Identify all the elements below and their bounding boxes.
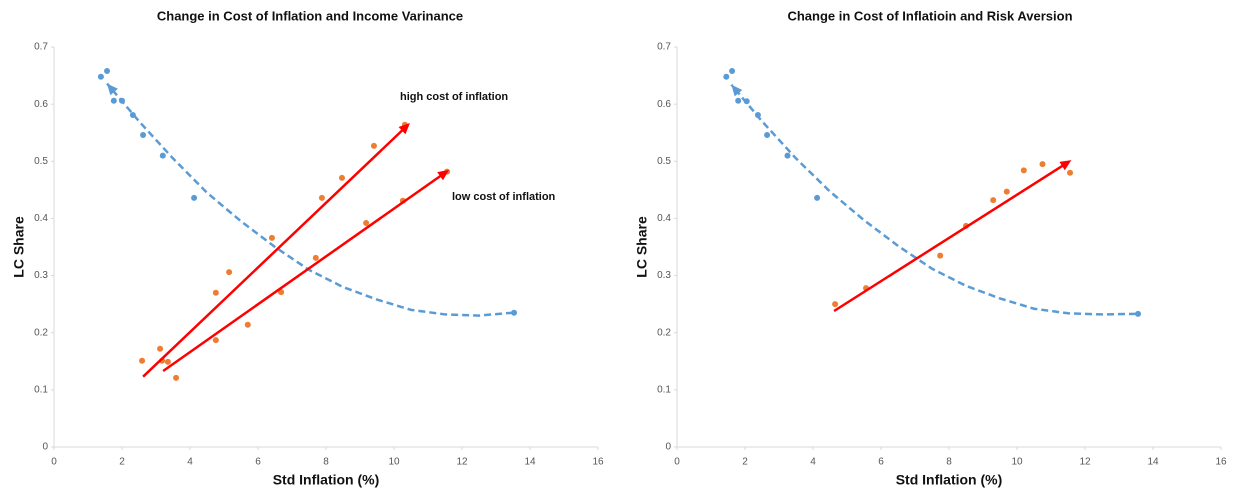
y-tick-label: 0.7 xyxy=(657,42,671,53)
point xyxy=(312,254,319,261)
x-tick-label: 8 xyxy=(323,457,329,468)
y-tick-label: 0.2 xyxy=(657,327,671,338)
point xyxy=(370,142,377,149)
y-tick-label: 0.1 xyxy=(34,384,48,395)
trend-arrow xyxy=(142,127,406,378)
point xyxy=(164,358,171,365)
chart-title: Change in Cost of Inflation and Income V… xyxy=(157,8,463,23)
point xyxy=(129,112,136,118)
x-axis-label: Std Inflation (%) xyxy=(896,472,1003,488)
y-tick-label: 0.5 xyxy=(34,156,48,167)
point xyxy=(110,97,117,104)
point xyxy=(104,68,111,74)
x-tick-label: 10 xyxy=(1011,457,1023,468)
point xyxy=(990,197,997,204)
x-tick-label: 2 xyxy=(742,457,748,468)
trend-arrowhead xyxy=(731,84,743,97)
point xyxy=(338,174,345,181)
x-tick-label: 16 xyxy=(1215,457,1227,468)
y-tick-label: 0 xyxy=(665,442,671,453)
trend-arrow xyxy=(833,163,1066,313)
y-tick-label: 0.5 xyxy=(657,156,671,167)
point xyxy=(1135,310,1142,317)
point xyxy=(937,252,944,259)
x-tick-label: 4 xyxy=(810,457,816,468)
annotation: low cost of inflation xyxy=(452,191,556,203)
y-tick-label: 0.4 xyxy=(657,213,671,224)
point xyxy=(1003,188,1010,195)
point xyxy=(173,374,180,381)
y-tick-label: 0.1 xyxy=(657,384,671,395)
x-tick-label: 16 xyxy=(592,457,604,468)
point xyxy=(814,194,821,201)
x-tick-label: 8 xyxy=(946,457,952,468)
point xyxy=(212,289,219,296)
x-tick-label: 0 xyxy=(51,457,57,468)
x-tick-label: 10 xyxy=(388,457,400,468)
x-tick-label: 14 xyxy=(1147,457,1159,468)
point xyxy=(119,97,125,104)
arrowhead xyxy=(398,123,410,135)
point xyxy=(743,98,750,105)
point xyxy=(729,68,736,74)
annotation: high cost of inflation xyxy=(400,91,508,103)
y-tick-label: 0.4 xyxy=(34,213,48,224)
x-tick-label: 12 xyxy=(456,457,468,468)
x-tick-label: 12 xyxy=(1079,457,1091,468)
point xyxy=(511,309,518,316)
arrowhead xyxy=(1059,160,1072,171)
trend-arrowhead xyxy=(107,83,118,96)
y-axis-label: LC Share xyxy=(11,216,27,278)
point xyxy=(832,301,839,308)
y-tick-label: 0.3 xyxy=(34,270,48,281)
point xyxy=(244,321,251,328)
y-tick-label: 0.6 xyxy=(34,99,48,110)
x-tick-label: 4 xyxy=(187,457,193,468)
x-axis-label: Std Inflation (%) xyxy=(273,472,380,488)
point xyxy=(1020,167,1027,174)
point xyxy=(754,112,761,118)
point xyxy=(226,269,233,276)
x-tick-label: 6 xyxy=(878,457,884,468)
trend-arrow xyxy=(162,173,444,373)
y-tick-label: 0 xyxy=(42,442,48,453)
point xyxy=(278,289,285,296)
x-tick-label: 14 xyxy=(524,457,536,468)
x-tick-label: 6 xyxy=(255,457,261,468)
point xyxy=(363,220,370,226)
chart-title: Change in Cost of Inflatioin and Risk Av… xyxy=(787,8,1072,23)
y-axis-label: LC Share xyxy=(634,216,650,278)
y-tick-label: 0.7 xyxy=(34,42,48,53)
point xyxy=(1039,161,1046,168)
point xyxy=(159,152,166,159)
point xyxy=(735,97,742,104)
point xyxy=(1067,169,1074,176)
trend-line xyxy=(730,83,1137,316)
point xyxy=(139,357,146,364)
point xyxy=(212,337,219,344)
point xyxy=(784,152,791,159)
y-tick-label: 0.2 xyxy=(34,327,48,338)
point xyxy=(268,234,275,241)
point xyxy=(157,345,164,352)
point xyxy=(723,73,730,80)
point xyxy=(140,132,147,138)
arrowhead xyxy=(437,169,450,181)
x-tick-label: 2 xyxy=(119,457,125,468)
y-tick-label: 0.3 xyxy=(657,270,671,281)
x-tick-label: 0 xyxy=(674,457,680,468)
point xyxy=(191,194,198,201)
point xyxy=(764,132,771,138)
point xyxy=(97,73,104,80)
point xyxy=(318,194,325,201)
y-tick-label: 0.6 xyxy=(657,99,671,110)
